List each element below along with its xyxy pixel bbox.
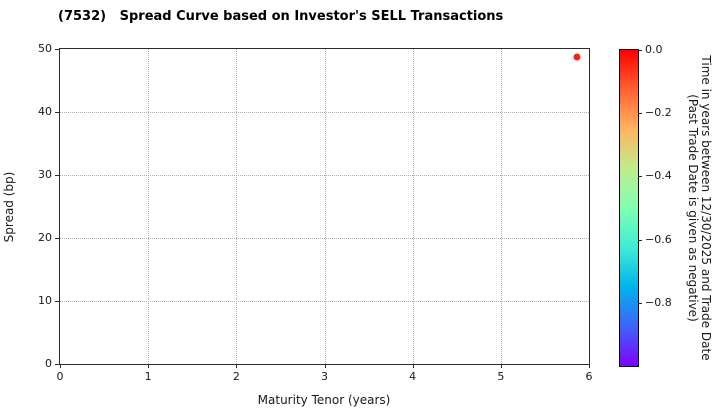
y-tick-label: 40 <box>38 105 52 118</box>
y-tick-mark <box>55 112 59 113</box>
gridline-horizontal <box>60 175 589 176</box>
colorbar-tick-mark <box>638 302 642 304</box>
x-tick-label: 0 <box>56 370 64 383</box>
colorbar-label-line1: Time in years between 12/30/2025 and Tra… <box>699 55 713 361</box>
gridline-vertical <box>236 49 238 364</box>
colorbar-gradient <box>620 50 638 366</box>
data-point <box>573 53 581 61</box>
x-tick-mark <box>236 364 238 368</box>
y-tick-mark <box>55 49 59 50</box>
x-tick-label: 5 <box>497 370 505 383</box>
gridline-vertical <box>148 49 150 364</box>
colorbar <box>619 49 639 367</box>
colorbar-tick-label: −0.8 <box>645 295 672 309</box>
x-tick-label: 6 <box>585 370 593 383</box>
y-tick-mark <box>55 175 59 176</box>
x-axis-label: Maturity Tenor (years) <box>257 393 391 407</box>
x-tick-mark <box>148 364 150 368</box>
chart-title: (7532) Spread Curve based on Investor's … <box>58 9 504 24</box>
x-tick-label: 4 <box>409 370 417 383</box>
x-tick-label: 2 <box>232 370 240 383</box>
x-tick-mark <box>60 364 61 368</box>
y-axis-label: Spread (bp) <box>2 171 16 243</box>
y-tick-label: 30 <box>38 168 52 181</box>
x-tick-label: 3 <box>321 370 328 383</box>
gridline-horizontal <box>60 112 589 113</box>
y-tick-label: 10 <box>38 294 52 307</box>
gridline-vertical <box>500 49 502 364</box>
colorbar-tick-label: −0.4 <box>645 169 672 183</box>
colorbar-tick-label: 0.0 <box>645 43 663 56</box>
colorbar-tick-mark <box>638 113 642 115</box>
colorbar-tick-mark <box>638 50 642 51</box>
colorbar-label: Time in years between 12/30/2025 and Tra… <box>686 55 713 361</box>
gridline-horizontal <box>60 301 589 302</box>
x-tick-mark <box>500 364 502 368</box>
y-tick-mark <box>55 238 59 239</box>
gridline-horizontal <box>60 238 589 239</box>
colorbar-tick-label: −0.2 <box>645 106 672 120</box>
y-tick-mark <box>55 364 59 365</box>
colorbar-tick-mark <box>638 176 642 178</box>
x-tick-mark <box>324 364 326 368</box>
gridline-vertical <box>324 49 326 364</box>
y-tick-mark <box>55 301 59 302</box>
x-tick-label: 1 <box>144 370 152 383</box>
gridline-vertical <box>412 49 414 364</box>
colorbar-label-line2: (Past Trade Date is given as negative) <box>686 94 700 322</box>
colorbar-tick-label: −0.6 <box>645 232 672 246</box>
y-tick-label: 0 <box>45 357 52 370</box>
y-tick-label: 20 <box>38 231 52 244</box>
y-tick-label: 50 <box>38 42 52 55</box>
colorbar-tick-mark <box>638 239 642 241</box>
x-tick-mark <box>412 364 414 368</box>
x-tick-mark <box>589 364 590 368</box>
